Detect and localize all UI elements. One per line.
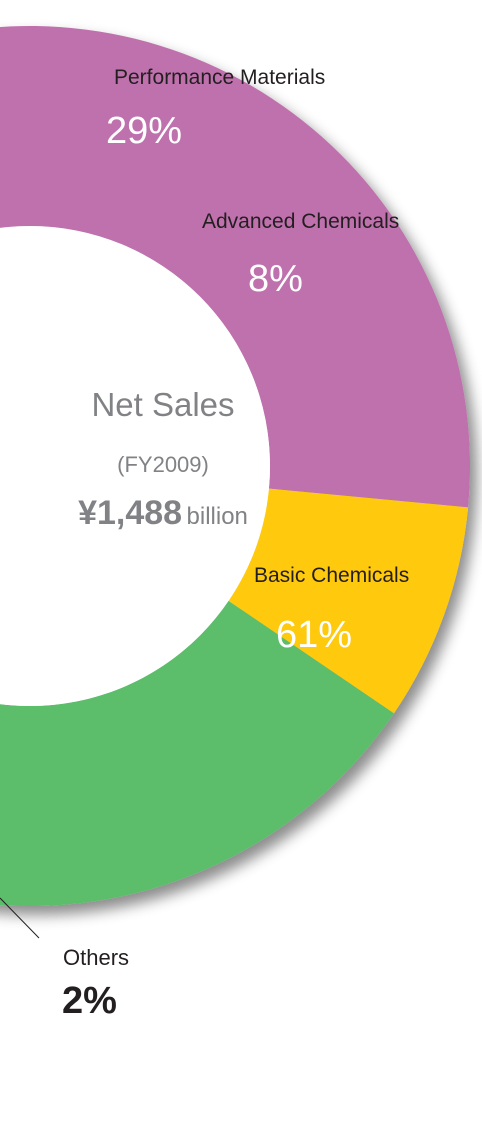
center-unit: billion [186, 503, 248, 530]
center-amount: ¥1,488 [78, 494, 183, 532]
slice-advanced-chemicals [228, 488, 469, 714]
others-label: Others [63, 945, 130, 970]
basic-chemicals-value: 61% [276, 614, 353, 656]
others-leader-line [0, 897, 40, 939]
center-period: (FY2009) [117, 452, 209, 477]
donut-slices [0, 26, 470, 906]
donut-hole [0, 226, 270, 706]
others-value: 2% [62, 980, 117, 1022]
slice-basic-chemicals [0, 600, 394, 906]
center-total: ¥1,488 billion [0, 494, 326, 533]
advanced-chemicals-label: Advanced Chemicals [202, 210, 400, 233]
advanced-chemicals-value: 8% [248, 258, 303, 300]
performance-materials-label: Performance Materials [114, 66, 326, 89]
performance-materials-value: 29% [106, 110, 183, 152]
slice-performance-materials [0, 26, 470, 508]
center-title: Net Sales [91, 386, 235, 423]
basic-chemicals-label: Basic Chemicals [254, 564, 410, 587]
